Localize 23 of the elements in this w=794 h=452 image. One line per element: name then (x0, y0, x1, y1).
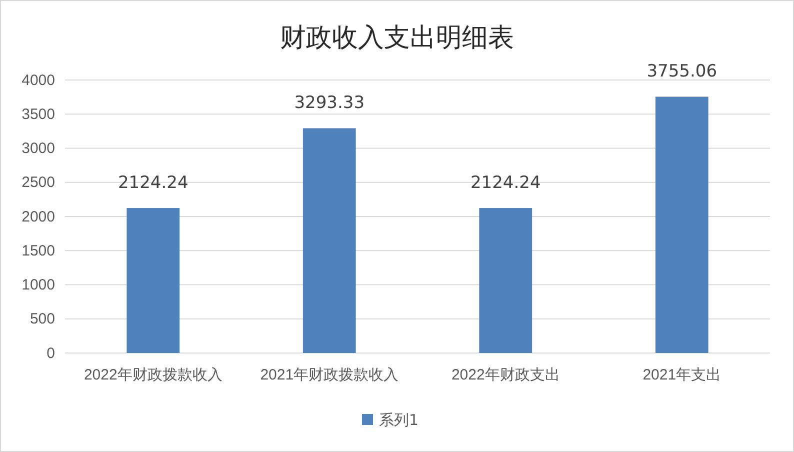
y-tick-label: 1500 (22, 242, 55, 260)
y-tick-label: 0 (46, 344, 55, 362)
bar (655, 96, 708, 353)
data-label: 2124.24 (118, 173, 188, 194)
y-tick-label: 1000 (22, 276, 55, 294)
data-label: 2124.24 (470, 173, 541, 194)
data-label: 3755.06 (646, 62, 718, 82)
y-tick-label: 3500 (22, 106, 55, 123)
x-tick-label: 2022年财政支出 (451, 366, 560, 384)
legend-label: 系列1 (379, 411, 419, 429)
y-tick-label: 2000 (22, 208, 55, 226)
bar (126, 208, 180, 353)
y-tick-label: 500 (30, 310, 55, 328)
bar (479, 208, 532, 353)
bar (302, 128, 356, 353)
y-tick-label: 2500 (22, 174, 55, 192)
y-tick-label: 4000 (22, 72, 55, 89)
data-label: 3293.33 (294, 93, 365, 114)
x-tick-label: 2022年财政拨款收入 (84, 366, 222, 384)
x-tick-label: 2021年支出 (642, 366, 722, 384)
y-tick-label: 3000 (22, 140, 55, 158)
chart-title: 财政收入支出明细表 (280, 23, 514, 53)
x-tick-label: 2021年财政拨款收入 (260, 366, 399, 384)
